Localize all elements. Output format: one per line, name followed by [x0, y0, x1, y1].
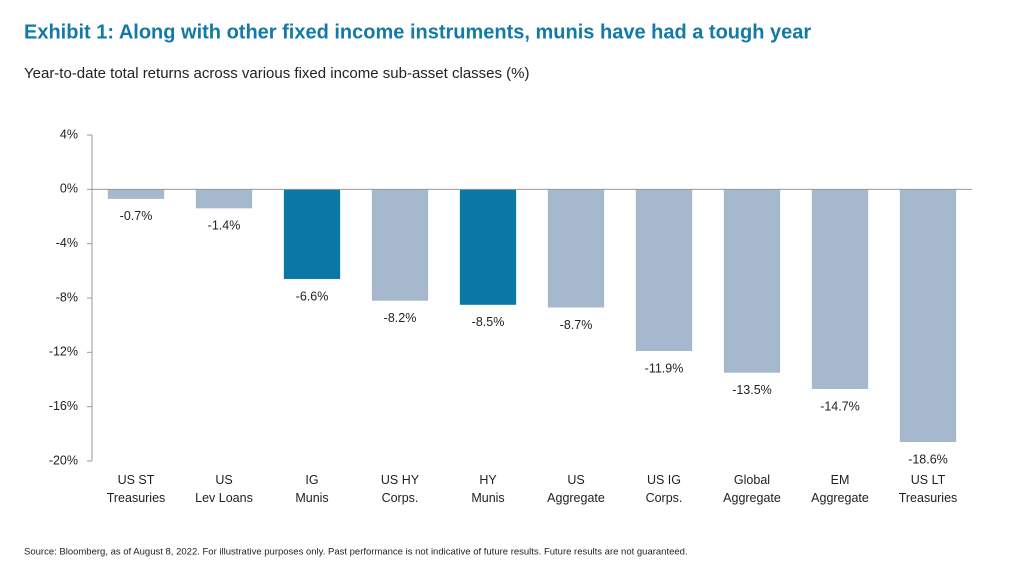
- x-tick-label: US LT Treasuries: [899, 473, 958, 505]
- x-tick-label-line: Treasuries: [107, 491, 166, 505]
- value-label: -8.2%: [384, 311, 417, 325]
- x-tick-label-line: Corps.: [646, 491, 683, 505]
- x-tick-label-line: IG: [305, 473, 318, 487]
- value-label: -1.4%: [208, 219, 241, 233]
- y-tick-label: 4%: [60, 127, 78, 141]
- bar: [107, 189, 165, 199]
- bar: [811, 189, 869, 390]
- y-tick-label: -20%: [49, 453, 78, 467]
- x-tick-label-line: US: [567, 473, 584, 487]
- x-tick-label: HY Munis: [471, 473, 504, 505]
- value-label: -13.5%: [732, 383, 772, 397]
- x-tick-label-line: US ST: [118, 473, 155, 487]
- bar: [371, 189, 429, 301]
- x-tick-label-line: US: [215, 473, 232, 487]
- y-tick-label: 0%: [60, 182, 78, 196]
- bar: [283, 189, 341, 279]
- x-tick-label: IG Munis: [295, 473, 328, 505]
- value-label: -11.9%: [645, 361, 684, 375]
- bar: [635, 189, 693, 351]
- y-tick-label: -12%: [49, 345, 78, 359]
- chart-title: Exhibit 1: Along with other fixed income…: [24, 21, 811, 43]
- bar: [459, 189, 517, 305]
- bar: [723, 189, 781, 373]
- value-label: -8.5%: [472, 315, 505, 329]
- x-tick-label-line: Global: [734, 473, 770, 487]
- x-tick-label-line: US LT: [911, 473, 946, 487]
- value-label: -6.6%: [296, 289, 329, 303]
- x-tick-label: US ST Treasuries: [107, 473, 166, 505]
- x-tick-label-line: Corps.: [382, 491, 419, 505]
- y-tick-label: -16%: [49, 399, 78, 413]
- bar: [547, 189, 605, 308]
- value-label: -18.6%: [908, 452, 948, 466]
- x-tick-label-line: Aggregate: [723, 491, 781, 505]
- x-tick-label-line: US HY: [381, 473, 420, 487]
- x-tick-label-line: Treasuries: [899, 491, 958, 505]
- x-tick-label-line: US IG: [647, 473, 681, 487]
- x-tick-label: US IG Corps.: [646, 473, 683, 505]
- x-tick-label: EM Aggregate: [811, 473, 869, 505]
- chart-subtitle: Year-to-date total returns across variou…: [24, 65, 530, 82]
- x-tick-label-line: EM: [831, 473, 850, 487]
- value-label: -0.7%: [120, 209, 153, 223]
- bar: [195, 189, 253, 209]
- y-tick-label: -8%: [56, 290, 78, 304]
- x-tick-label: US Aggregate: [547, 473, 605, 505]
- x-tick-label-line: Munis: [471, 491, 504, 505]
- x-tick-label-line: Munis: [295, 491, 328, 505]
- x-tick-label-line: Aggregate: [811, 491, 869, 505]
- x-tick-label-line: Aggregate: [547, 491, 605, 505]
- x-tick-label: US HY Corps.: [381, 473, 420, 505]
- bar: [899, 189, 957, 442]
- x-tick-label: US Lev Loans: [195, 473, 253, 505]
- value-label: -8.7%: [560, 318, 593, 332]
- source-note: Source: Bloomberg, as of August 8, 2022.…: [24, 547, 688, 558]
- y-tick-label: -4%: [56, 236, 78, 250]
- x-tick-label-line: Lev Loans: [195, 491, 253, 505]
- x-tick-label: Global Aggregate: [723, 473, 781, 505]
- x-tick-label-line: HY: [479, 473, 497, 487]
- value-label: -14.7%: [820, 399, 860, 413]
